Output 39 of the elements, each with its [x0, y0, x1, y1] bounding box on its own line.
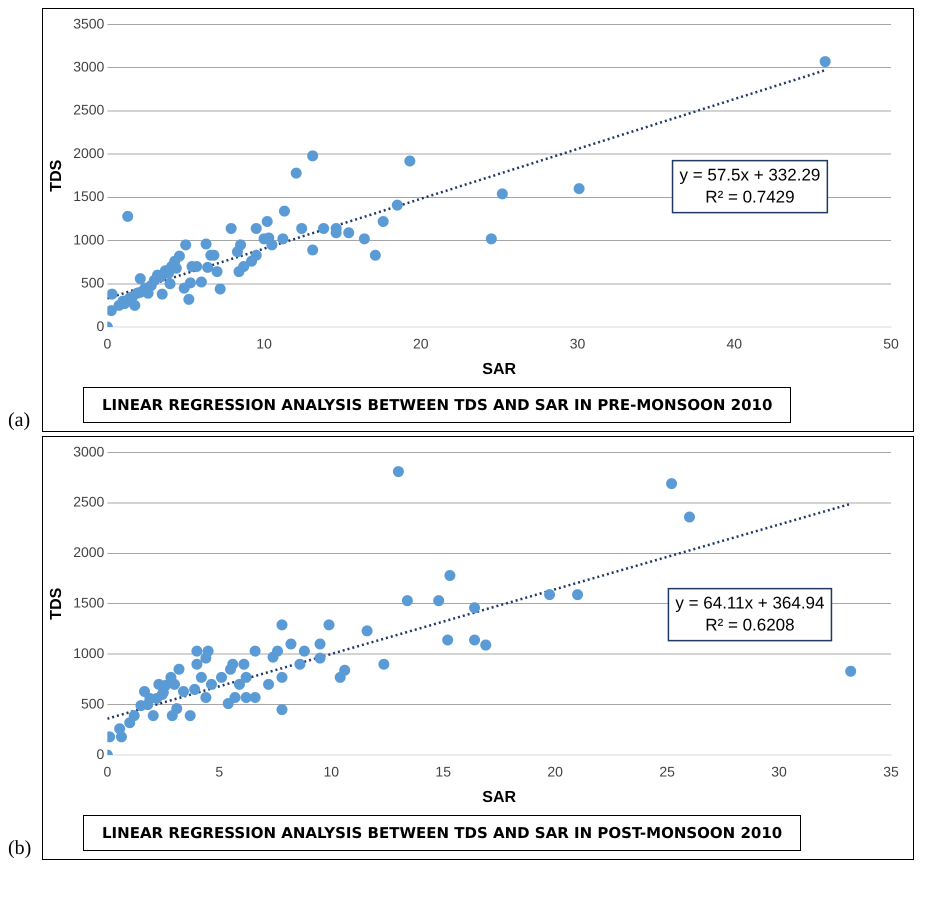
y-axis-title: TDS	[48, 159, 66, 192]
text: LINEAR REGRESSION ANALYSIS BETWEEN TDS AND SAR IN POST-MONSOON 2010	[83, 815, 802, 851]
x-tick-label: 10	[256, 335, 272, 352]
text: (a)	[8, 409, 32, 432]
x-tick-label: 10	[323, 763, 340, 780]
y-tick-label: 2500	[73, 102, 105, 118]
y-tick-label: 1000	[73, 644, 105, 661]
x-tick-label: 50	[883, 335, 899, 352]
annotation: y = 57.5x + 332.29	[680, 165, 820, 184]
text: (b)	[8, 837, 32, 860]
y-tick-label: 1500	[73, 594, 105, 611]
y-tick-label: 2000	[73, 144, 105, 161]
y-tick-label: 500	[80, 695, 105, 712]
y-axis-title: TDS	[48, 587, 66, 620]
y-tick-label: 3500	[73, 15, 105, 32]
x-tick-label: 40	[726, 335, 742, 352]
annotation: R² = 0.7429	[705, 187, 795, 206]
y-tick-label: 2000	[73, 544, 105, 560]
y-tick-label: 1500	[73, 188, 105, 204]
x-axis-title: SAR	[482, 360, 517, 378]
x-tick-label: 30	[570, 335, 586, 352]
x-axis-title: SAR	[482, 788, 517, 806]
x-tick-label: 20	[413, 335, 429, 352]
x-tick-label: 30	[771, 763, 788, 780]
x-tick-label: 20	[547, 763, 564, 780]
x-tick-label: 5	[215, 763, 224, 780]
x-tick-label: 35	[883, 763, 899, 780]
y-tick-label: 0	[96, 746, 105, 762]
y-tick-label: 2500	[73, 494, 105, 510]
x-tick-label: 25	[659, 763, 676, 780]
text: LINEAR REGRESSION ANALYSIS BETWEEN TDS AND SAR IN PRE-MONSOON 2010	[83, 387, 792, 423]
y-tick-label: 3000	[73, 443, 105, 460]
x-tick-label: 15	[435, 763, 452, 780]
y-tick-label: 500	[80, 274, 105, 291]
annotation: y = 64.11x + 364.94	[675, 593, 824, 612]
y-tick-label: 3000	[73, 58, 105, 74]
annotation: R² = 0.6208	[705, 615, 795, 634]
y-tick-label: 1000	[73, 231, 105, 248]
y-tick-label: 0	[96, 318, 105, 334]
